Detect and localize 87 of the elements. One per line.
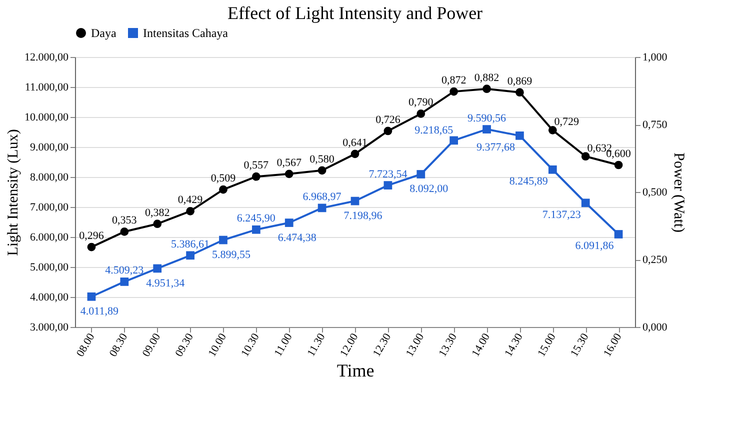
point: [482, 84, 491, 94]
point: [516, 131, 524, 140]
data-label: 0,872: [441, 74, 466, 87]
point: [284, 218, 294, 227]
data-label: 9.218,65: [414, 124, 454, 136]
point: [120, 228, 129, 236]
data-label: 4.509,23: [105, 264, 144, 277]
data-label: 6.091,86: [575, 240, 614, 252]
point: [252, 225, 260, 234]
point: [614, 230, 623, 238]
data-label: 0,557: [244, 160, 270, 172]
data-label: 8.092,00: [410, 183, 449, 196]
point: [614, 160, 623, 170]
y-tick-label: 10.000,00: [24, 112, 69, 124]
data-label: 8.245,89: [509, 176, 548, 188]
point: [384, 126, 392, 136]
y2-tick-label: 1,000: [642, 52, 668, 64]
y2-tick-label: 0,250: [642, 254, 668, 266]
data-label: 7.137,23: [542, 208, 582, 221]
data-label: 0,382: [144, 206, 170, 219]
point: [548, 165, 557, 174]
y-tick-label: 11.000,00: [24, 82, 69, 94]
legend-label: Daya: [91, 26, 117, 40]
point: [284, 170, 294, 178]
point: [384, 181, 392, 190]
data-label: 0,790: [408, 96, 434, 109]
point: [186, 206, 194, 216]
y-tick-label: 3.000,00: [30, 322, 69, 334]
data-label: 0,729: [554, 116, 580, 128]
point: [186, 251, 194, 260]
data-label: 0,353: [112, 214, 138, 227]
data-label: 5.899,55: [212, 249, 251, 262]
y-tick-label: 8.000,00: [30, 172, 69, 184]
point: [87, 242, 96, 252]
legend-label: Intensitas Cahaya: [143, 26, 229, 40]
data-label: 0,869: [507, 75, 533, 88]
y-tick-label: 9.000,00: [30, 142, 69, 154]
data-label: 5.386,61: [171, 238, 210, 250]
x-axis-title: Time: [336, 360, 374, 380]
data-label: 6.968,97: [302, 190, 342, 203]
data-label: 4.951,34: [146, 277, 186, 290]
data-label: 9.590,56: [468, 112, 507, 124]
data-label: 0,296: [79, 230, 104, 242]
point: [416, 170, 426, 178]
point: [350, 196, 360, 206]
y-tick-label: 7.000,00: [30, 202, 69, 214]
point: [581, 198, 590, 208]
data-label: 9.377,68: [476, 142, 516, 154]
chart-title: Effect of Light Intensity and Power: [227, 3, 483, 23]
data-label: 0,882: [474, 72, 500, 84]
point: [450, 87, 458, 96]
point: [252, 172, 260, 181]
point: [219, 236, 228, 244]
data-label: 0,726: [376, 114, 401, 126]
point: [581, 152, 590, 161]
point: [318, 166, 326, 175]
data-label: 6.245,90: [236, 212, 276, 225]
point: [153, 264, 162, 273]
point: [482, 125, 491, 134]
y-tick-label: 5.000,00: [30, 262, 69, 274]
data-label: 0,509: [210, 172, 236, 185]
y-axis-title: Light Intensity (Lux): [6, 129, 22, 256]
y-tick-label: 6.000,00: [30, 232, 69, 244]
point: [120, 278, 129, 286]
data-label: 7.723,54: [368, 168, 408, 180]
data-label: 7.198,96: [344, 210, 383, 222]
point: [153, 220, 162, 228]
point: [548, 126, 557, 134]
point: [87, 292, 96, 301]
data-label: 0,641: [342, 136, 368, 149]
point: [350, 150, 360, 158]
data-label: 0,580: [310, 153, 335, 166]
data-label: 0,567: [276, 156, 302, 169]
data-label: 6.474,38: [278, 232, 317, 244]
y-tick-label: 4.000,00: [30, 292, 69, 304]
y-tick-label: 12.000,00: [24, 52, 69, 64]
point: [318, 204, 326, 212]
y2-tick-label: 0,500: [642, 186, 668, 198]
y2-axis-title: Power (Watt): [670, 152, 686, 233]
point: [416, 110, 426, 118]
data-label: 4.011,89: [80, 306, 120, 318]
point: [516, 88, 524, 97]
point: [450, 136, 458, 145]
data-label: 0,429: [178, 194, 204, 206]
y2-tick-label: 0,000: [642, 322, 668, 334]
y2-tick-label: 0,750: [642, 119, 668, 131]
point: [219, 185, 228, 194]
